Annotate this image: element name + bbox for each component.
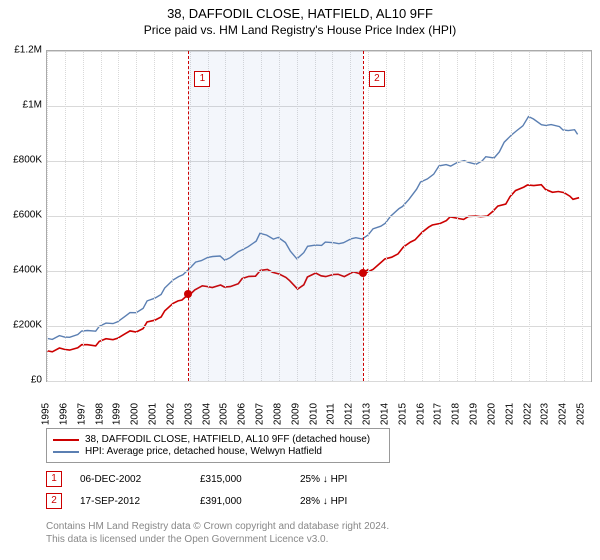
gridline-vertical bbox=[101, 51, 102, 381]
x-tick-label: 2021 bbox=[504, 403, 515, 425]
x-tick-label: 2007 bbox=[255, 403, 266, 425]
gridline-vertical bbox=[457, 51, 458, 381]
chart-subtitle: Price paid vs. HM Land Registry's House … bbox=[0, 21, 600, 37]
x-tick-label: 2006 bbox=[237, 403, 248, 425]
x-tick-label: 2014 bbox=[379, 403, 390, 425]
gridline-vertical bbox=[439, 51, 440, 381]
x-tick-label: 2001 bbox=[148, 403, 159, 425]
legend-label: HPI: Average price, detached house, Welw… bbox=[85, 446, 322, 457]
event-marker-1: 1 bbox=[194, 71, 210, 87]
event-line bbox=[363, 51, 364, 381]
sale-point bbox=[359, 269, 367, 277]
x-tick-label: 2024 bbox=[558, 403, 569, 425]
x-tick-label: 2003 bbox=[183, 403, 194, 425]
sale-point bbox=[184, 290, 192, 298]
gridline-vertical bbox=[83, 51, 84, 381]
gridline-vertical bbox=[546, 51, 547, 381]
legend-row: 38, DAFFODIL CLOSE, HATFIELD, AL10 9FF (… bbox=[53, 434, 383, 445]
y-tick-label: £400K bbox=[2, 265, 42, 276]
x-tick-label: 2022 bbox=[522, 403, 533, 425]
gridline-vertical bbox=[65, 51, 66, 381]
gridline-vertical bbox=[564, 51, 565, 381]
x-tick-label: 2020 bbox=[486, 403, 497, 425]
event-marker-2: 2 bbox=[369, 71, 385, 87]
legend-swatch bbox=[53, 451, 79, 453]
x-tick-label: 1999 bbox=[112, 403, 123, 425]
footer-line-1: Contains HM Land Registry data © Crown c… bbox=[46, 520, 389, 533]
x-tick-label: 2011 bbox=[326, 403, 337, 425]
x-tick-label: 1998 bbox=[94, 403, 105, 425]
x-tick-label: 2002 bbox=[165, 403, 176, 425]
transaction-row: 2 17-SEP-2012£391,00028% ↓ HPI bbox=[46, 490, 420, 512]
chart-container: 38, DAFFODIL CLOSE, HATFIELD, AL10 9FF P… bbox=[0, 0, 600, 560]
gridline-vertical bbox=[475, 51, 476, 381]
x-tick-label: 1996 bbox=[58, 403, 69, 425]
transaction-diff: 25% ↓ HPI bbox=[300, 474, 420, 485]
transaction-price: £315,000 bbox=[200, 474, 300, 485]
gridline-vertical bbox=[422, 51, 423, 381]
x-tick-label: 2016 bbox=[415, 403, 426, 425]
transaction-date: 17-SEP-2012 bbox=[80, 496, 200, 507]
transactions-table: 1 06-DEC-2002£315,00025% ↓ HPI 2 17-SEP-201… bbox=[46, 468, 420, 512]
chart-title: 38, DAFFODIL CLOSE, HATFIELD, AL10 9FF bbox=[0, 0, 600, 21]
plot-area: 12 bbox=[46, 50, 592, 382]
x-tick-label: 2009 bbox=[290, 403, 301, 425]
x-tick-label: 1997 bbox=[76, 403, 87, 425]
x-tick-label: 2012 bbox=[344, 403, 355, 425]
y-tick-label: £600K bbox=[2, 210, 42, 221]
gridline-vertical bbox=[386, 51, 387, 381]
legend: 38, DAFFODIL CLOSE, HATFIELD, AL10 9FF (… bbox=[46, 428, 390, 463]
transaction-date: 06-DEC-2002 bbox=[80, 474, 200, 485]
gridline-vertical bbox=[154, 51, 155, 381]
x-tick-label: 2013 bbox=[362, 403, 373, 425]
x-tick-label: 2017 bbox=[433, 403, 444, 425]
x-tick-label: 2000 bbox=[130, 403, 141, 425]
shaded-period bbox=[188, 51, 362, 381]
x-tick-label: 2015 bbox=[397, 403, 408, 425]
legend-row: HPI: Average price, detached house, Welw… bbox=[53, 446, 383, 457]
x-tick-label: 2005 bbox=[219, 403, 230, 425]
footer-attribution: Contains HM Land Registry data © Crown c… bbox=[46, 520, 389, 546]
event-line bbox=[188, 51, 189, 381]
gridline-vertical bbox=[172, 51, 173, 381]
transaction-diff: 28% ↓ HPI bbox=[300, 496, 420, 507]
transaction-index-marker: 1 bbox=[46, 471, 62, 487]
transaction-row: 1 06-DEC-2002£315,00025% ↓ HPI bbox=[46, 468, 420, 490]
gridline-vertical bbox=[47, 51, 48, 381]
y-tick-label: £0 bbox=[2, 375, 42, 386]
gridline-horizontal bbox=[47, 381, 591, 382]
y-tick-label: £800K bbox=[2, 155, 42, 166]
gridline-vertical bbox=[118, 51, 119, 381]
x-tick-label: 1995 bbox=[41, 403, 52, 425]
legend-label: 38, DAFFODIL CLOSE, HATFIELD, AL10 9FF (… bbox=[85, 434, 370, 445]
transaction-index-marker: 2 bbox=[46, 493, 62, 509]
gridline-vertical bbox=[511, 51, 512, 381]
x-tick-label: 2025 bbox=[576, 403, 587, 425]
gridline-vertical bbox=[404, 51, 405, 381]
gridline-vertical bbox=[136, 51, 137, 381]
y-tick-label: £200K bbox=[2, 320, 42, 331]
transaction-price: £391,000 bbox=[200, 496, 300, 507]
y-tick-label: £1M bbox=[2, 100, 42, 111]
x-tick-label: 2018 bbox=[451, 403, 462, 425]
x-tick-label: 2023 bbox=[540, 403, 551, 425]
x-tick-label: 2004 bbox=[201, 403, 212, 425]
footer-line-2: This data is licensed under the Open Gov… bbox=[46, 533, 389, 546]
x-tick-label: 2019 bbox=[469, 403, 480, 425]
y-tick-label: £1.2M bbox=[2, 45, 42, 56]
gridline-vertical bbox=[368, 51, 369, 381]
gridline-vertical bbox=[493, 51, 494, 381]
legend-swatch bbox=[53, 439, 79, 441]
x-tick-label: 2008 bbox=[272, 403, 283, 425]
x-tick-label: 2010 bbox=[308, 403, 319, 425]
gridline-vertical bbox=[582, 51, 583, 381]
gridline-vertical bbox=[529, 51, 530, 381]
